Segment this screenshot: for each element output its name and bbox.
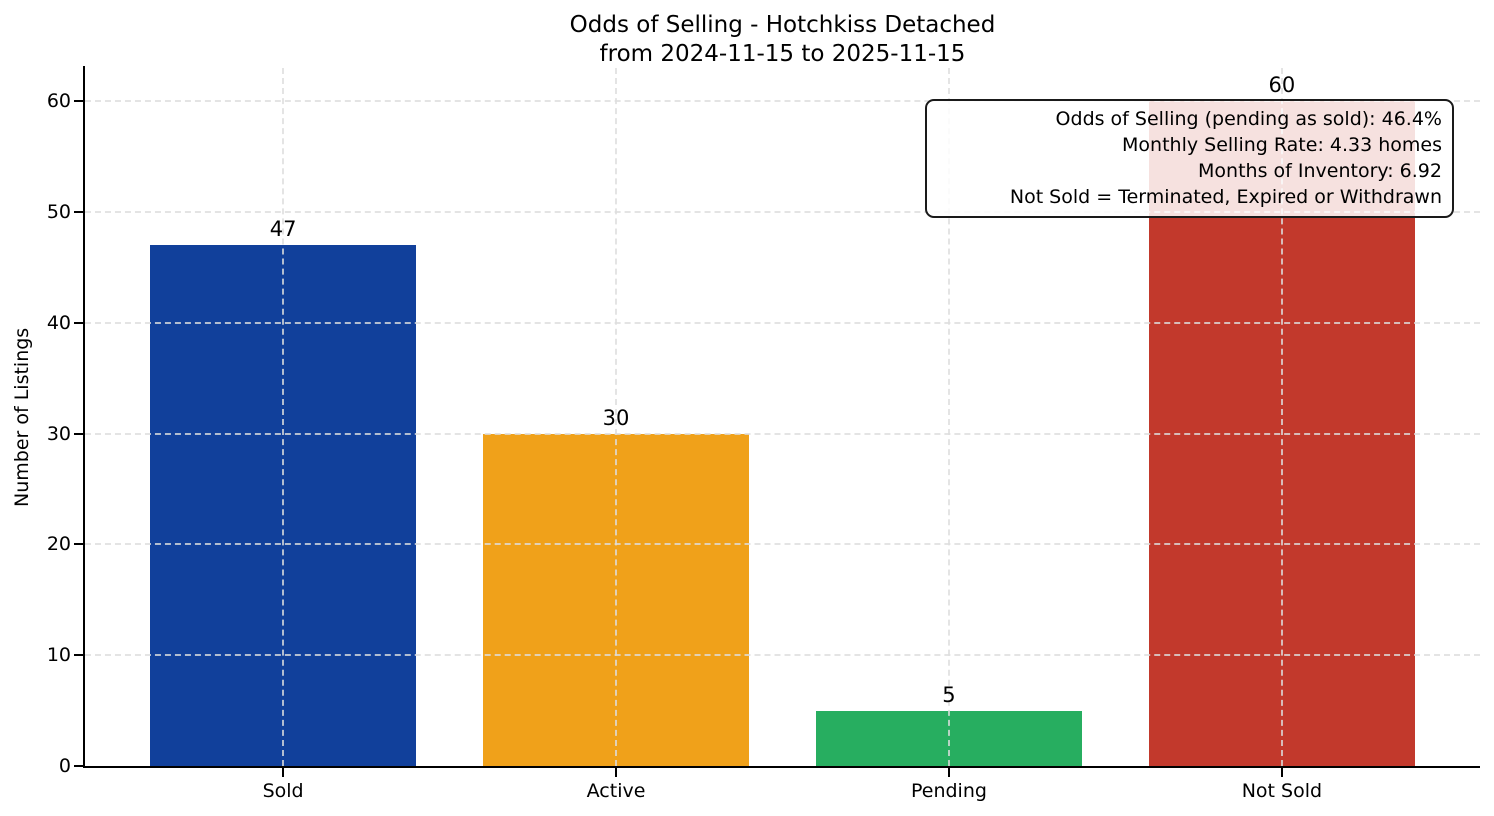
chart-title-line2: from 2024-11-15 to 2025-11-15 [599,41,966,67]
gridline-horizontal [85,654,1480,657]
gridline-vertical [947,68,950,766]
stats-annotation-box: Odds of Selling (pending as sold): 46.4%… [925,99,1454,218]
gridline-vertical [615,68,618,766]
x-tick-mark [282,766,285,777]
bar-value-label: 47 [269,217,297,242]
y-tick-label: 20 [46,533,71,556]
gridline-horizontal [85,321,1480,324]
x-tick-mark [615,766,618,777]
gridline-horizontal [85,211,1480,214]
y-tick-label: 10 [46,644,71,667]
x-tick-label: Not Sold [1241,780,1323,802]
y-tick-label: 0 [58,755,71,777]
gridline-horizontal [85,432,1480,435]
gridline-horizontal [85,100,1480,103]
bar-value-label: 5 [942,682,956,707]
gridline-horizontal [85,543,1480,546]
bar-value-label: 30 [602,405,630,430]
x-tick-label: Pending [910,780,987,802]
y-tick-mark [74,100,85,103]
x-tick-mark [1280,766,1283,777]
annotation-months-of-inventory: Months of Inventory: 6.92 [1198,160,1442,182]
x-tick-mark [947,766,950,777]
bar-value-label: 60 [1268,73,1296,98]
y-axis-label: Number of Listings [11,327,33,507]
y-tick-mark [74,654,85,657]
annotation-odds-of-selling: Odds of Selling (pending as sold): 46.4% [1055,108,1442,130]
gridline-vertical [1280,68,1283,766]
x-tick-label: Active [586,780,646,802]
chart-title-line1: Odds of Selling - Hotchkiss Detached [569,12,996,38]
annotation-monthly-selling-rate: Monthly Selling Rate: 4.33 homes [1122,134,1442,156]
y-tick-label: 30 [46,422,71,445]
y-tick-mark [74,543,85,546]
y-tick-label: 40 [46,311,71,334]
y-tick-mark [74,432,85,435]
bottom-axis-spine [83,766,1480,768]
y-tick-mark [74,321,85,324]
chart-title: Odds of Selling - Hotchkiss Detached fro… [85,11,1480,69]
y-tick-label: 50 [46,201,71,224]
y-tick-mark [74,765,85,767]
left-axis-spine [83,66,85,768]
y-tick-mark [74,211,85,214]
x-tick-label: Sold [262,780,304,802]
y-tick-label: 60 [46,90,71,113]
gridline-vertical [282,68,285,766]
annotation-not-sold-definition: Not Sold = Terminated, Expired or Withdr… [1009,186,1442,208]
